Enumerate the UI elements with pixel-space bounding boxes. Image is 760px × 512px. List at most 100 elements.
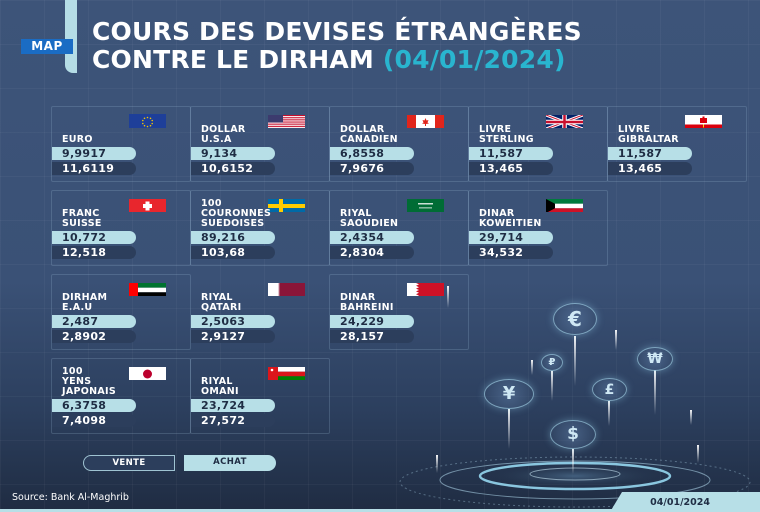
currency-name: RIYAL QATARI xyxy=(201,292,242,313)
us-flag-icon xyxy=(268,114,305,128)
buy-rate: 10,6152 xyxy=(191,162,275,175)
light-beam xyxy=(574,336,576,386)
eu-flag-icon xyxy=(129,114,166,128)
currency-name: DOLLAR U.S.A xyxy=(201,124,246,145)
dollar-coin-icon: $ xyxy=(550,420,596,449)
currency-name: DIRHAM E.A.U xyxy=(62,292,108,313)
currency-name: RIYAL OMANI xyxy=(201,376,239,397)
footer-bar xyxy=(0,509,760,512)
header-accent-bar xyxy=(65,0,77,73)
sell-rate: 2,4354 xyxy=(330,231,414,244)
currency-card-riyal-qatari: RIYAL QATARI 2,5063 2,9127 xyxy=(190,274,330,350)
legend-vente: VENTE xyxy=(83,455,175,471)
currency-card-livre-gibraltar: LIVRE GIBRALTAR 11,587 13,465 xyxy=(607,106,747,182)
kuwait-flag-icon xyxy=(546,198,583,212)
sell-rate: 6,8558 xyxy=(330,147,414,160)
swiss-flag-icon xyxy=(129,198,166,212)
sell-rate: 6,3758 xyxy=(52,399,136,412)
oman-flag-icon xyxy=(268,366,305,380)
page-title: COURS DES DEVISES ÉTRANGÈRES CONTRE LE D… xyxy=(92,18,582,74)
light-beam xyxy=(654,370,656,415)
buy-rate: 34,532 xyxy=(469,246,553,259)
buy-rate: 2,9127 xyxy=(191,330,275,343)
pound-coin-icon: £ xyxy=(592,378,627,401)
won-coin-icon: ₩ xyxy=(637,347,673,371)
title-line-2: CONTRE LE DIRHAM (04/01/2024) xyxy=(92,46,582,74)
currency-card-dinar-koweitien: DINAR KOWEITIEN 29,714 34,532 xyxy=(468,190,608,266)
ruble-coin-icon: ₽ xyxy=(541,354,563,371)
currency-card-dirham-eau: DIRHAM E.A.U 2,487 2,8902 xyxy=(51,274,191,350)
light-beam xyxy=(697,445,699,463)
map-logo: MAP xyxy=(21,39,73,54)
sell-rate: 11,587 xyxy=(469,147,553,160)
yen-coin-icon: ¥ xyxy=(484,379,534,409)
euro-coin-icon: € xyxy=(553,303,597,335)
sell-rate: 9,9917 xyxy=(52,147,136,160)
title-line-1: COURS DES DEVISES ÉTRANGÈRES xyxy=(92,17,582,46)
sell-rate: 29,714 xyxy=(469,231,553,244)
sell-rate: 9,134 xyxy=(191,147,275,160)
buy-rate: 13,465 xyxy=(469,162,553,175)
currency-name: 100 YENS JAPONAIS xyxy=(62,366,117,397)
currency-card-yens-japonais: 100 YENS JAPONAIS 6,3758 7,4098 xyxy=(51,358,191,434)
currency-card-franc-suisse: FRANC SUISSE 10,772 12,518 xyxy=(51,190,191,266)
footer-date: 04/01/2024 xyxy=(650,497,710,508)
title-date: (04/01/2024) xyxy=(382,45,566,74)
currency-card-dollar-canadien: DOLLAR CANADIEN 6,8558 7,9676 xyxy=(329,106,469,182)
buy-rate: 2,8304 xyxy=(330,246,414,259)
uae-flag-icon xyxy=(129,282,166,296)
buy-rate: 28,157 xyxy=(330,330,414,343)
currency-card-dinar-bahreini: DINAR BAHREINI 24,229 28,157 xyxy=(329,274,469,350)
buy-rate: 27,572 xyxy=(191,414,275,427)
light-beam xyxy=(690,410,692,425)
buy-rate: 103,68 xyxy=(191,246,275,259)
sell-rate: 2,487 xyxy=(52,315,136,328)
sell-rate: 2,5063 xyxy=(191,315,275,328)
currency-name: EURO xyxy=(62,134,93,145)
buy-rate: 7,9676 xyxy=(330,162,414,175)
buy-rate: 11,6119 xyxy=(52,162,136,175)
buy-rate: 2,8902 xyxy=(52,330,136,343)
sell-rate: 10,772 xyxy=(52,231,136,244)
saudi-flag-icon xyxy=(407,198,444,212)
light-beam xyxy=(508,409,510,449)
sell-rate: 11,587 xyxy=(608,147,692,160)
sell-rate: 23,724 xyxy=(191,399,275,412)
currency-card-euro: EURO 9,9917 11,6119 xyxy=(51,106,191,182)
bahrain-flag-icon xyxy=(407,282,444,296)
sweden-flag-icon xyxy=(268,198,305,212)
sell-rate: 89,216 xyxy=(191,231,275,244)
canada-flag-icon xyxy=(407,114,444,128)
qatar-flag-icon xyxy=(268,282,305,296)
footer-date-tab xyxy=(610,492,760,512)
buy-rate: 7,4098 xyxy=(52,414,136,427)
title-line-2-text: CONTRE LE DIRHAM xyxy=(92,45,383,74)
gibraltar-flag-icon xyxy=(685,114,722,128)
currency-name: LIVRE GIBRALTAR xyxy=(618,124,679,145)
currency-card-livre-sterling: LIVRE STERLING 11,587 13,465 xyxy=(468,106,608,182)
currency-card-riyal-omani: RIYAL OMANI 23,724 27,572 xyxy=(190,358,330,434)
light-beam xyxy=(531,360,533,375)
light-beam xyxy=(608,401,610,426)
source-label: Source: Bank Al-Maghrib xyxy=(12,492,129,503)
light-beam xyxy=(615,330,617,350)
uk-flag-icon xyxy=(546,114,583,128)
buy-rate: 13,465 xyxy=(608,162,692,175)
currency-name: FRANC SUISSE xyxy=(62,208,102,229)
currency-name: DINAR KOWEITIEN xyxy=(479,208,542,229)
light-beam xyxy=(551,371,553,401)
japan-flag-icon xyxy=(129,366,166,380)
buy-rate: 12,518 xyxy=(52,246,136,259)
light-beam xyxy=(436,455,438,473)
legend-achat: ACHAT xyxy=(184,455,276,471)
currency-name: DOLLAR CANADIEN xyxy=(340,124,398,145)
currency-card-couronnes-suedoises: 100 COURONNES SUEDOISES 89,216 103,68 xyxy=(190,190,330,266)
currency-name: RIYAL SAOUDIEN xyxy=(340,208,399,229)
currency-name: 100 COURONNES SUEDOISES xyxy=(201,198,272,229)
currency-card-riyal-saoudien: RIYAL SAOUDIEN 2,4354 2,8304 xyxy=(329,190,469,266)
currency-card-dollar-usa: DOLLAR U.S.A 9,134 10,6152 xyxy=(190,106,330,182)
currency-name: DINAR BAHREINI xyxy=(340,292,394,313)
currency-name: LIVRE STERLING xyxy=(479,124,534,145)
light-beam xyxy=(572,449,574,474)
sell-rate: 24,229 xyxy=(330,315,414,328)
